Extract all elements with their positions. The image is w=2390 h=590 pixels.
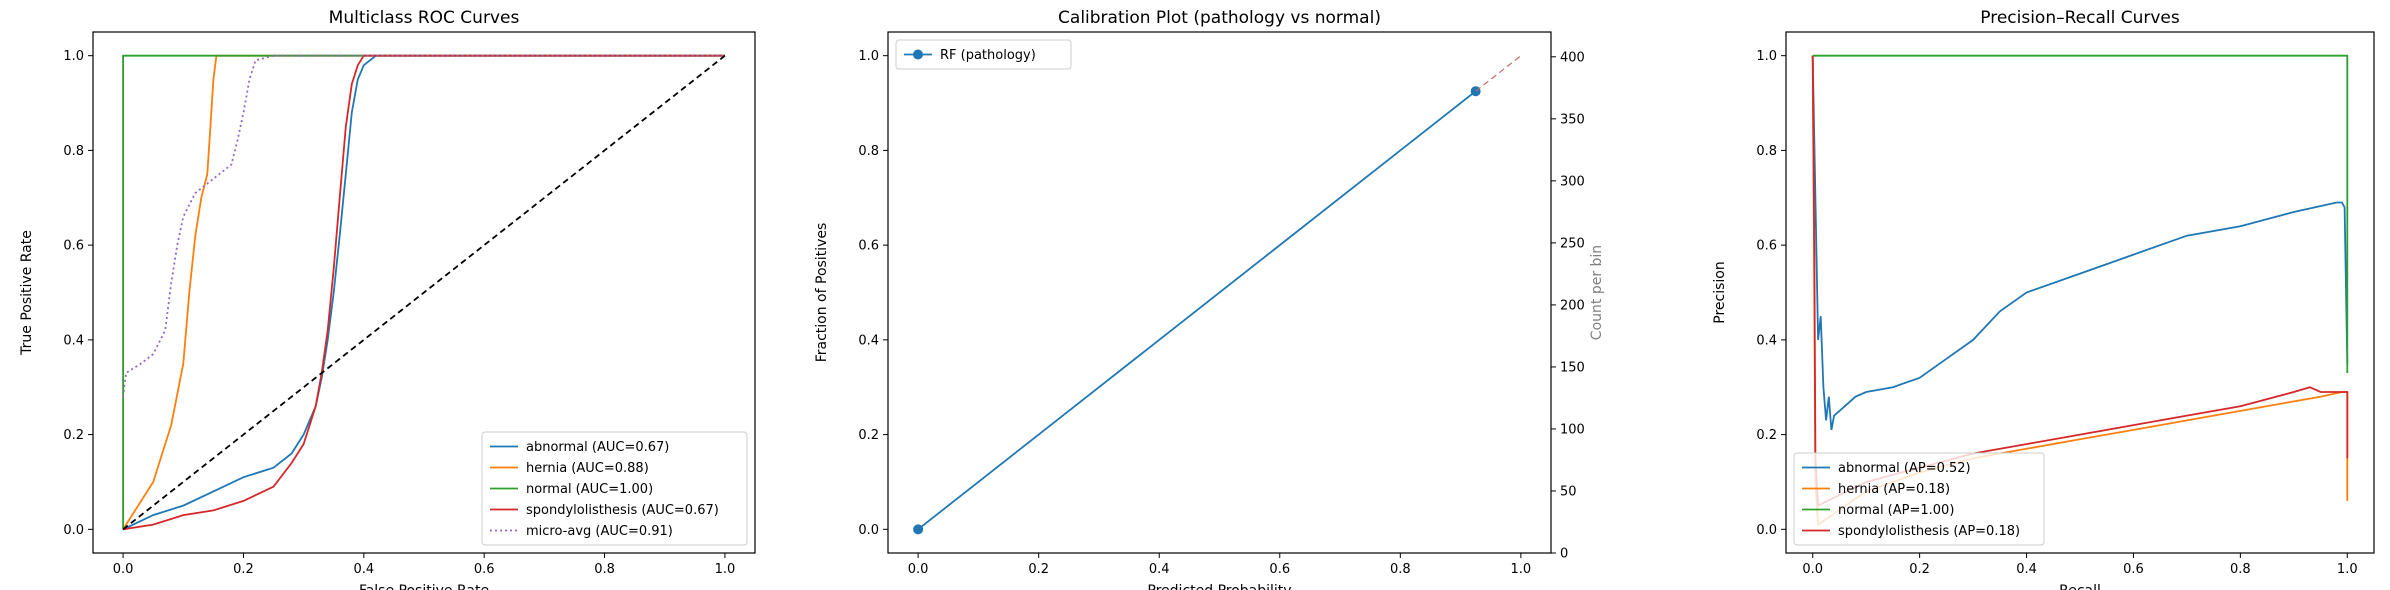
x-tick-label: 0.4 bbox=[1149, 562, 1170, 577]
series-point-0-0 bbox=[913, 524, 924, 535]
legend-entry: normal (AUC=1.00) bbox=[526, 482, 653, 497]
x-tick-label: 0.8 bbox=[1390, 562, 1411, 577]
series-line-3 bbox=[1811, 55, 2349, 508]
series-line-0 bbox=[1811, 55, 2349, 431]
x-tick-label: 0.6 bbox=[2123, 562, 2144, 577]
y-tick-label: 0.0 bbox=[63, 523, 84, 538]
legend-box bbox=[481, 431, 748, 546]
plot-frame bbox=[887, 31, 1552, 554]
x-tick-label: 0.8 bbox=[594, 562, 615, 577]
legend-box bbox=[1793, 452, 2045, 546]
x-tick-label: 0.6 bbox=[1269, 562, 1290, 577]
legend-entry: hernia (AUC=0.88) bbox=[526, 461, 649, 476]
y-tick-label: 0.0 bbox=[858, 523, 879, 538]
chart-title: Precision–Recall Curves bbox=[1980, 8, 2180, 28]
x-tick-label: 0.6 bbox=[474, 562, 495, 577]
series-group bbox=[122, 54, 726, 531]
x-tick-label: 0.2 bbox=[1909, 562, 1930, 577]
plot-frame bbox=[1785, 31, 2375, 554]
legend-entry: spondylolisthesis (AP=0.18) bbox=[1838, 524, 2020, 539]
y2-tick-label: 400 bbox=[1560, 50, 1585, 65]
y-tick-label: 1.0 bbox=[1756, 49, 1777, 64]
y2-tick-label: 100 bbox=[1560, 422, 1585, 437]
y-tick-label: 0.0 bbox=[1756, 523, 1777, 538]
y-axis-label: True Positive Rate bbox=[19, 230, 35, 356]
y-tick-label: 0.6 bbox=[858, 239, 879, 254]
series-line-5 bbox=[122, 54, 726, 531]
chart-title: Calibration Plot (pathology vs normal) bbox=[1058, 8, 1381, 28]
series-group bbox=[913, 55, 1522, 535]
x-tick-label: 0.2 bbox=[233, 562, 254, 577]
plot-frame bbox=[92, 31, 756, 554]
legend-entry: spondylolisthesis (AUC=0.67) bbox=[526, 503, 719, 518]
series-line-2 bbox=[1812, 54, 2349, 373]
y-tick-label: 0.4 bbox=[858, 333, 879, 348]
legend-entry: abnormal (AP=0.52) bbox=[1838, 461, 1971, 476]
series-line-1 bbox=[122, 54, 725, 530]
legend: abnormal (AP=0.52) hernia (AP=0.18) normal… bbox=[1793, 452, 2045, 546]
precision-recall-panel: 0.0 0.2 0.4 0.6 0.8 1.0 0.0 0.2 0.4 0.6 0.8 1.0 Prec… bbox=[1712, 8, 2375, 590]
calibration-panel: 0.0 0.2 0.4 0.6 0.8 1.0 0.0 0.2 0.4 0.6 0.8 1.0 0 50 1… bbox=[814, 8, 1605, 590]
y-tick-label: 0.4 bbox=[63, 333, 84, 348]
legend-entry: micro-avg (AUC=0.91) bbox=[526, 524, 673, 539]
y2-tick-label: 200 bbox=[1560, 298, 1585, 313]
y2-tick-label: 300 bbox=[1560, 174, 1585, 189]
y-tick-label: 0.8 bbox=[1756, 144, 1777, 159]
y-tick-label: 1.0 bbox=[63, 49, 84, 64]
x-tick-label: 0.4 bbox=[2016, 562, 2037, 577]
x-tick-label: 0.0 bbox=[908, 562, 929, 577]
y-tick-label: 0.4 bbox=[1756, 333, 1777, 348]
y-axis-label: Fraction of Positives bbox=[814, 223, 830, 363]
x-tick-label: 0.0 bbox=[113, 562, 134, 577]
legend-marker bbox=[913, 49, 923, 60]
x-axis-label: Predicted Probability bbox=[1147, 583, 1291, 590]
legend-entry: abnormal (AUC=0.67) bbox=[526, 440, 669, 455]
legend: abnormal (AUC=0.67) hernia (AUC=0.88) norm… bbox=[481, 431, 748, 546]
chart-title: Multiclass ROC Curves bbox=[329, 8, 520, 28]
legend-entry: hernia (AP=0.18) bbox=[1838, 482, 1950, 497]
y-tick-label: 0.6 bbox=[1756, 239, 1777, 254]
series-point-0-1 bbox=[1470, 86, 1481, 97]
x-axis-label: False Positive Rate bbox=[359, 583, 489, 590]
y-tick-label: 0.8 bbox=[63, 144, 84, 159]
y2-tick-label: 350 bbox=[1560, 112, 1585, 127]
x-tick-label: 1.0 bbox=[2337, 562, 2358, 577]
legend-box bbox=[895, 39, 1072, 70]
x-tick-label: 0.8 bbox=[2230, 562, 2251, 577]
y-tick-label: 0.8 bbox=[858, 144, 879, 159]
x-tick-label: 0.4 bbox=[353, 562, 374, 577]
x-tick-label: 1.0 bbox=[1511, 562, 1532, 577]
series-line-0 bbox=[917, 90, 1477, 531]
x-axis-label: Recall bbox=[2059, 583, 2101, 590]
legend-entry: normal (AP=1.00) bbox=[1838, 503, 1954, 518]
y2-tick-label: 50 bbox=[1560, 484, 1577, 499]
x-tick-label: 0.2 bbox=[1028, 562, 1049, 577]
y-tick-label: 0.2 bbox=[63, 428, 84, 443]
y-tick-label: 0.6 bbox=[63, 239, 84, 254]
y-axis-label: Precision bbox=[1712, 261, 1728, 323]
x-tick-label: 0.0 bbox=[1802, 562, 1823, 577]
y2-tick-label: 250 bbox=[1560, 236, 1585, 251]
x-tick-label: 1.0 bbox=[715, 562, 736, 577]
y2-axis-label: Count per bin bbox=[1589, 245, 1605, 340]
legend-entry: RF (pathology) bbox=[940, 48, 1036, 63]
y2-tick-label: 150 bbox=[1560, 360, 1585, 375]
y2-tick-label: 0 bbox=[1560, 547, 1568, 562]
legend: RF (pathology) bbox=[895, 39, 1072, 70]
series-line-4 bbox=[122, 54, 725, 397]
y-tick-label: 1.0 bbox=[858, 49, 879, 64]
series-line-3 bbox=[122, 54, 725, 531]
y-tick-label: 0.2 bbox=[1756, 428, 1777, 443]
roc-panel: 0.0 0.2 0.4 0.6 0.8 1.0 0.0 0.2 0.4 0.6 0.8 1.0 Mult… bbox=[19, 8, 756, 590]
y-tick-label: 0.2 bbox=[858, 428, 879, 443]
series-line-1 bbox=[1475, 55, 1522, 92]
